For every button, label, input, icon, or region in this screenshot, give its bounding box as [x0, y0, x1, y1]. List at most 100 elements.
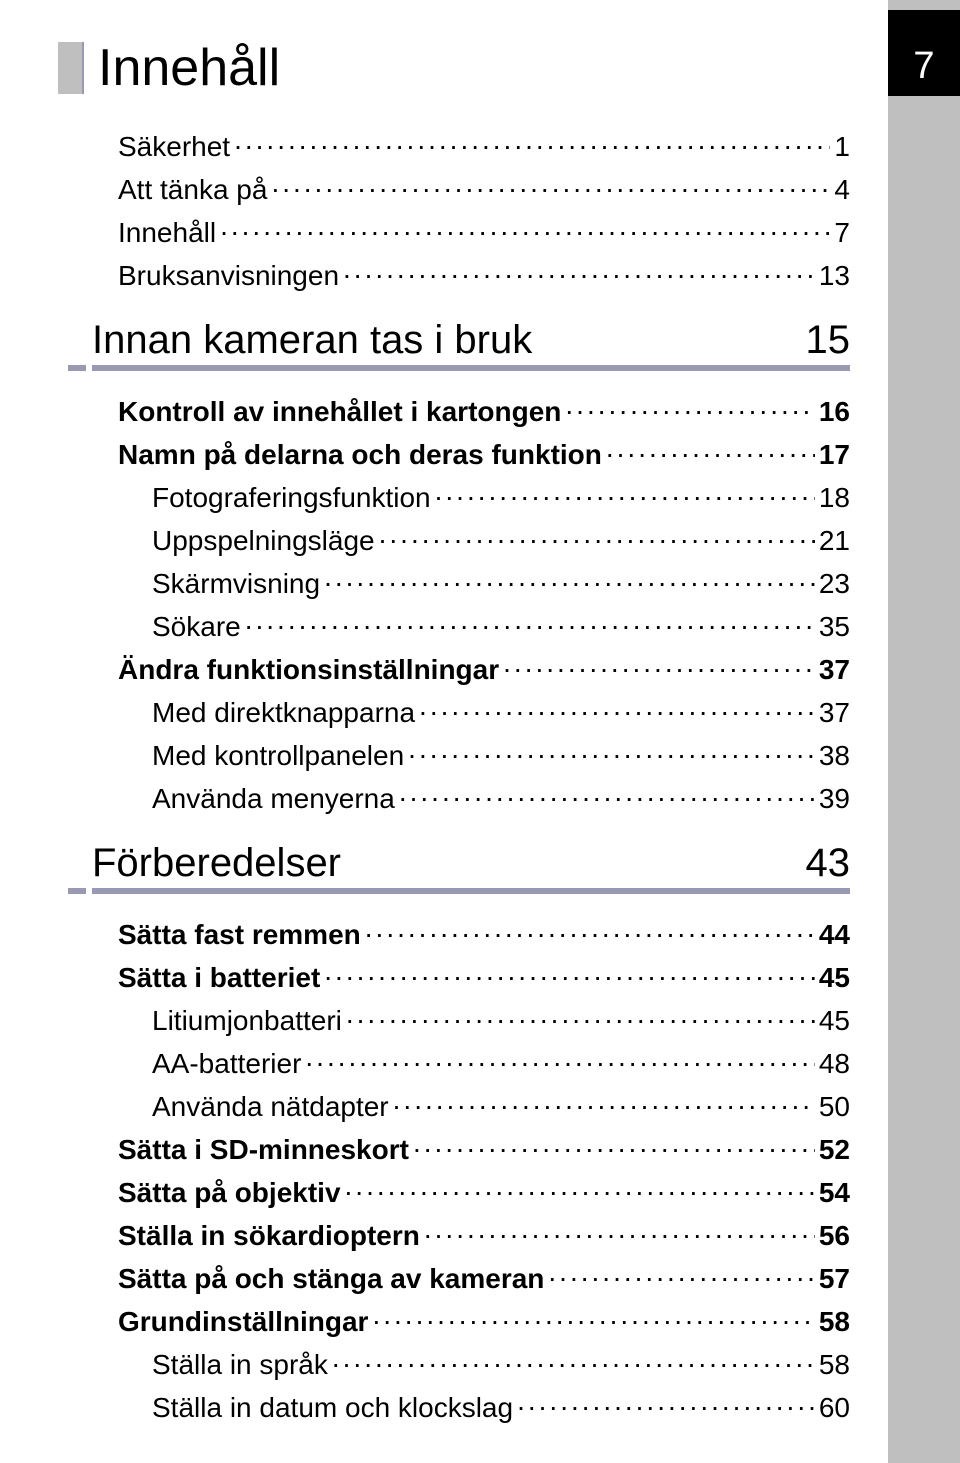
toc-subentry: Ställa in språk 58	[152, 1346, 850, 1381]
toc-entry: Ställa in sökardioptern 56	[118, 1217, 850, 1252]
leader-dots	[399, 780, 815, 808]
toc-intro-block: Säkerhet 1 Att tänka på 4 Innehåll 7 Bruksa…	[118, 128, 850, 292]
toc-entry-label: Bruksanvisningen	[118, 260, 339, 292]
toc-entry-page: 17	[819, 439, 850, 471]
toc-entry-label: AA-batterier	[152, 1048, 301, 1080]
toc-entry-label: Att tänka på	[118, 174, 267, 206]
leader-dots	[343, 257, 815, 285]
toc-entry-page: 7	[834, 217, 850, 249]
toc-entry: Kontroll av innehållet i kartongen 16	[118, 393, 850, 428]
toc-entry: Sätta i batteriet 45	[118, 959, 850, 994]
content-area: Innehåll Säkerhet 1 Att tänka på 4 Innehål…	[58, 38, 850, 1432]
toc-entry-label: Ställa in sökardioptern	[118, 1220, 420, 1252]
section-heading: Förberedelser 43	[92, 841, 850, 886]
toc-entry-label: Namn på delarna och deras funktion	[118, 439, 602, 471]
toc-entry-label: Litiumjonbatteri	[152, 1005, 342, 1037]
section-heading-row: Innan kameran tas i bruk 15	[58, 318, 850, 371]
section-heading-row: Förberedelser 43	[58, 841, 850, 894]
toc-entry-page: 1	[834, 131, 850, 163]
toc-subentry: Fotograferingsfunktion 18	[152, 479, 850, 514]
leader-dots	[324, 959, 815, 987]
toc-entry-label: Innehåll	[118, 217, 216, 249]
leader-dots	[606, 436, 815, 464]
toc-subentry: Ställa in datum och klockslag 60	[152, 1389, 850, 1424]
leader-dots	[365, 916, 815, 944]
leader-dots	[408, 737, 815, 765]
toc-entry-page: 37	[819, 654, 850, 686]
leader-dots	[245, 608, 815, 636]
leader-dots	[435, 479, 815, 507]
section-heading-label: Förberedelser	[92, 841, 341, 886]
toc-entry-label: Använda menyerna	[152, 783, 395, 815]
leader-dots	[346, 1002, 815, 1030]
leader-dots	[220, 214, 830, 242]
leader-dots	[393, 1088, 815, 1116]
leader-dots	[345, 1174, 815, 1202]
toc-subentry: Med direktknapparna 37	[152, 694, 850, 729]
leader-dots	[419, 694, 815, 722]
title-row: Innehåll	[58, 38, 850, 98]
toc-entry: Grundinställningar 58	[118, 1303, 850, 1338]
toc-entry-page: 57	[819, 1263, 850, 1295]
title-marker	[58, 42, 84, 94]
section-heading-label: Innan kameran tas i bruk	[92, 318, 532, 363]
leader-dots	[271, 171, 830, 199]
leader-dots	[324, 565, 815, 593]
page-number: 7	[913, 45, 934, 88]
toc-entry-page: 45	[819, 962, 850, 994]
toc-entry-page: 4	[834, 174, 850, 206]
toc-entry: Att tänka på 4	[118, 171, 850, 206]
toc-entry: Bruksanvisningen 13	[118, 257, 850, 292]
toc-subentry: Uppspelningsläge 21	[152, 522, 850, 557]
toc-entry: Sätta i SD-minneskort 52	[118, 1131, 850, 1166]
toc-entry-label: Kontroll av innehållet i kartongen	[118, 396, 561, 428]
toc-entry-page: 50	[819, 1091, 850, 1123]
toc-entry-page: 45	[819, 1005, 850, 1037]
leader-dots	[424, 1217, 815, 1245]
leader-dots	[372, 1303, 814, 1331]
toc-entry-label: Ändra funktionsinställningar	[118, 654, 499, 686]
toc-entry-page: 13	[819, 260, 850, 292]
toc-subentry: AA-batterier 48	[152, 1045, 850, 1080]
leader-dots	[503, 651, 815, 679]
toc-entry-label: Använda nätdapter	[152, 1091, 389, 1123]
toc-entry-page: 44	[819, 919, 850, 951]
leader-dots	[332, 1346, 815, 1374]
toc-entry: Ändra funktionsinställningar 37	[118, 651, 850, 686]
sections-container: Innan kameran tas i bruk 15 Kontroll av in…	[58, 318, 850, 1424]
toc-entry-page: 58	[819, 1349, 850, 1381]
toc-entry-label: Ställa in datum och klockslag	[152, 1392, 513, 1424]
toc-entry-page: 58	[819, 1306, 850, 1338]
toc-subentry: Sökare 35	[152, 608, 850, 643]
section-heading-page: 43	[806, 841, 851, 886]
section-underline	[92, 888, 850, 894]
toc-entry-page: 38	[819, 740, 850, 772]
toc-entry-label: Fotograferingsfunktion	[152, 482, 431, 514]
toc-entry-page: 21	[819, 525, 850, 557]
toc-entry-page: 23	[819, 568, 850, 600]
toc-section-block: Kontroll av innehållet i kartongen 16 Nam…	[118, 393, 850, 815]
leader-dots	[379, 522, 815, 550]
toc-entry-label: Skärmvisning	[152, 568, 320, 600]
section-underline	[92, 365, 850, 371]
toc-entry-label: Sätta på och stänga av kameran	[118, 1263, 544, 1295]
leader-dots	[565, 393, 814, 421]
toc-entry: Sätta fast remmen 44	[118, 916, 850, 951]
toc-subentry: Med kontrollpanelen 38	[152, 737, 850, 772]
leader-dots	[305, 1045, 814, 1073]
toc-entry: Sätta på objektiv 54	[118, 1174, 850, 1209]
page-number-tab: 7	[888, 10, 960, 96]
page-title: Innehåll	[98, 38, 280, 98]
toc-section-block: Sätta fast remmen 44 Sätta i batteriet 45…	[118, 916, 850, 1424]
toc-entry: Säkerhet 1	[118, 128, 850, 163]
toc-entry-label: Sätta i SD-minneskort	[118, 1134, 409, 1166]
toc-entry-page: 48	[819, 1048, 850, 1080]
toc-entry-label: Ställa in språk	[152, 1349, 328, 1381]
toc-entry-page: 52	[819, 1134, 850, 1166]
toc-subentry: Använda nätdapter 50	[152, 1088, 850, 1123]
toc-subentry: Använda menyerna 39	[152, 780, 850, 815]
leader-dots	[517, 1389, 815, 1417]
leader-dots	[234, 128, 830, 156]
leader-dots	[413, 1131, 815, 1159]
section-heading-page: 15	[806, 318, 851, 363]
